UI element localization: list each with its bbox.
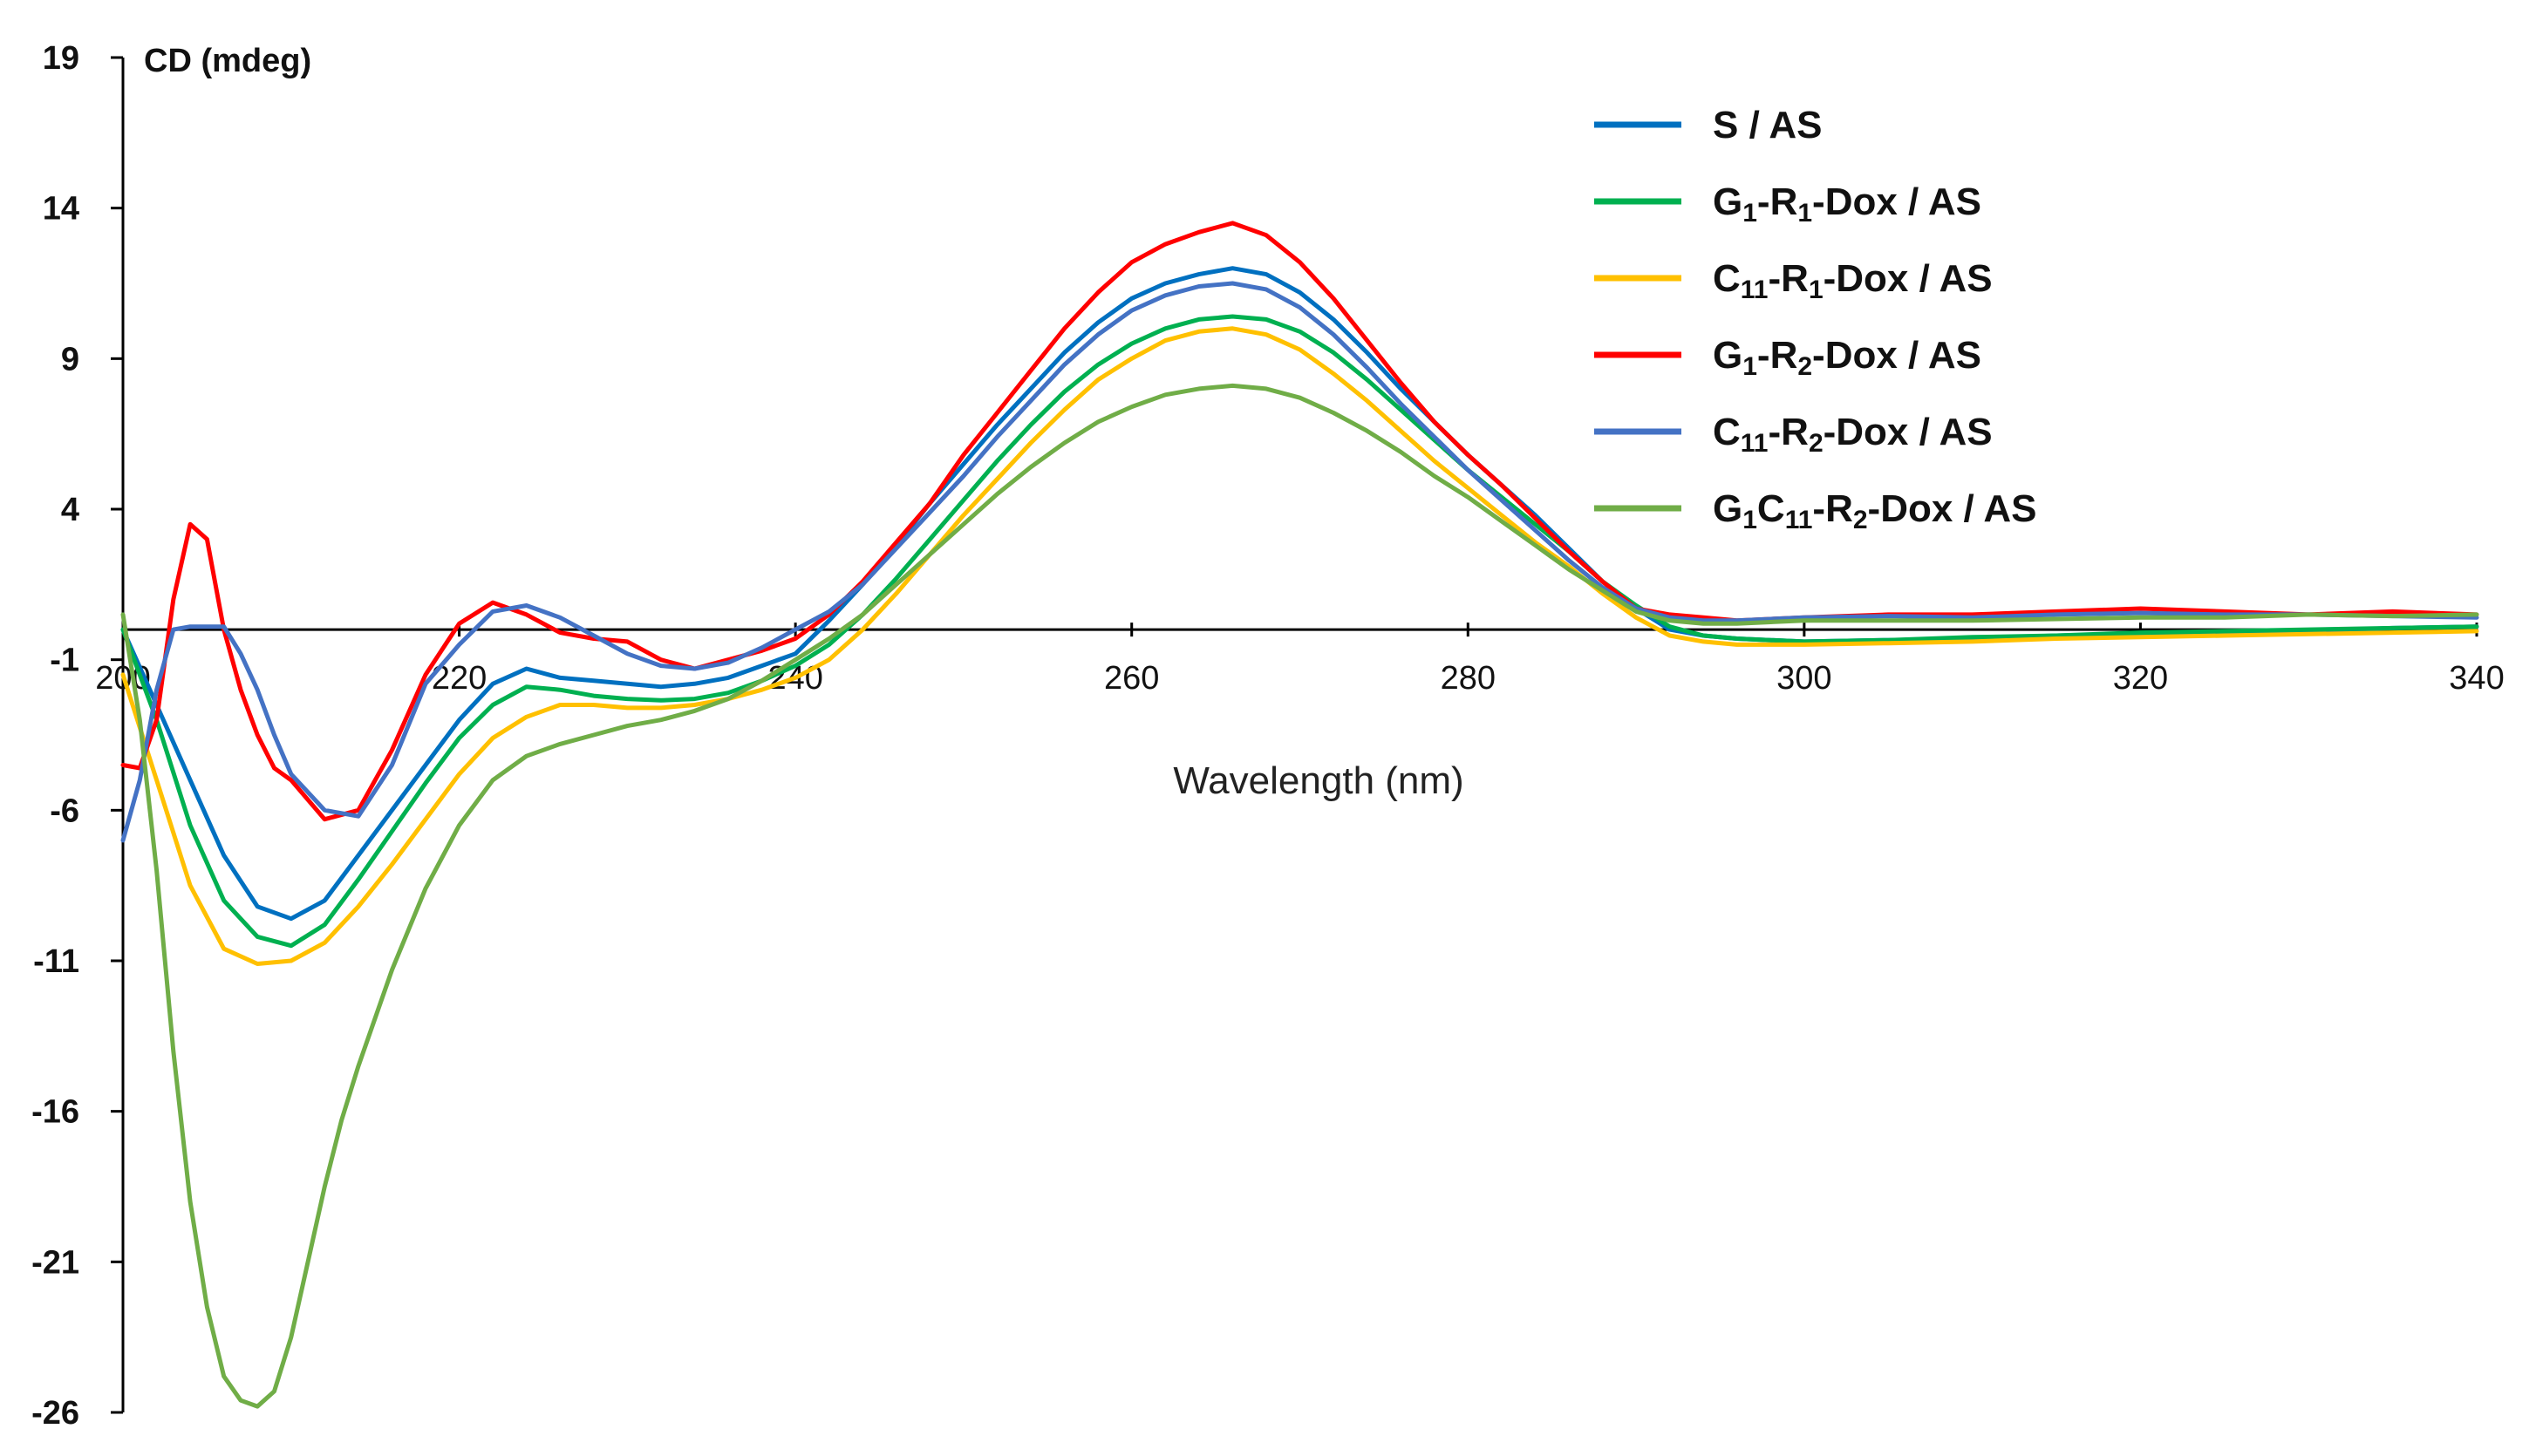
y-tick-label: 14 xyxy=(43,191,79,228)
legend-subscript: 2 xyxy=(1809,429,1824,458)
y-tick-label: 19 xyxy=(43,40,79,77)
legend-subscript: 2 xyxy=(1797,352,1812,381)
y-tick-label: -11 xyxy=(33,943,79,980)
legend-label: C11-R1-Dox / AS xyxy=(1713,257,1993,304)
legend-text-part: S / AS xyxy=(1713,104,1823,146)
legend-label: C11-R2-Dox / AS xyxy=(1713,411,1993,458)
legend-text-part: G xyxy=(1713,334,1742,377)
legend-text-part: -Dox / AS xyxy=(1812,180,1981,223)
legend-subscript: 1 xyxy=(1797,199,1812,228)
legend-subscript: 1 xyxy=(1809,276,1824,304)
y-tick-label: -21 xyxy=(31,1244,79,1281)
legend-text-part: -R xyxy=(1769,257,1809,300)
x-tick-label: 260 xyxy=(1104,660,1159,697)
series-line-6 xyxy=(120,383,2479,1409)
x-axis-title: Wavelength (nm) xyxy=(1173,759,1463,802)
series-layer xyxy=(120,221,2479,1409)
series-line-4 xyxy=(120,221,2479,822)
x-tick-label: 320 xyxy=(2113,660,2168,697)
legend-subscript: 11 xyxy=(1785,506,1813,534)
legend-text-part: C xyxy=(1713,411,1741,453)
legend-label: G1C11-R2-Dox / AS xyxy=(1713,487,2037,534)
legend-text-part: G xyxy=(1713,487,1742,530)
legend-text-part: -R xyxy=(1769,411,1809,453)
legend-text-part: -Dox / AS xyxy=(1824,411,1993,453)
legend-text-part: -R xyxy=(1757,334,1797,377)
legend-label: S / AS xyxy=(1713,104,1823,146)
legend-subscript: 1 xyxy=(1742,352,1757,381)
y-axis-title: CD (mdeg) xyxy=(144,43,311,79)
x-tick-label: 300 xyxy=(1776,660,1831,697)
y-tick-label: 4 xyxy=(61,492,79,528)
legend-label: G1-R1-Dox / AS xyxy=(1713,180,1981,228)
series-line-2 xyxy=(120,314,2479,949)
legend-text-part: C xyxy=(1757,487,1785,530)
series-line-1 xyxy=(120,266,2479,922)
legend-text-part: -R xyxy=(1757,180,1797,223)
legend-text-part: C xyxy=(1713,257,1741,300)
x-axis: 200 220 240 260 280 300 320 340 xyxy=(95,623,2505,697)
legend-subscript: 1 xyxy=(1742,506,1757,534)
legend-text-part: G xyxy=(1713,180,1742,223)
series-line-3 xyxy=(120,326,2479,966)
legend-subscript: 11 xyxy=(1741,276,1769,304)
y-tick-label: -26 xyxy=(31,1395,79,1432)
legend-text-part: -R xyxy=(1812,487,1852,530)
y-tick-label: -6 xyxy=(50,793,79,829)
legend-text-part: -Dox / AS xyxy=(1868,487,2037,530)
x-tick-label: 340 xyxy=(2449,660,2504,697)
y-tick-label: -16 xyxy=(31,1094,79,1131)
legend-subscript: 11 xyxy=(1741,429,1769,458)
legend-label: G1-R2-Dox / AS xyxy=(1713,334,1981,381)
y-tick-label: 9 xyxy=(61,341,79,378)
legend-text-part: -Dox / AS xyxy=(1824,257,1993,300)
legend-subscript: 1 xyxy=(1742,199,1757,228)
y-axis: 19 14 9 4 -1 -6 -11 -16 -21 -26 xyxy=(31,40,125,1432)
x-tick-label: 280 xyxy=(1441,660,1496,697)
legend-subscript: 2 xyxy=(1853,506,1868,534)
y-tick-label: -1 xyxy=(50,643,79,679)
legend-text-part: -Dox / AS xyxy=(1812,334,1981,377)
series-line-5 xyxy=(120,281,2479,843)
